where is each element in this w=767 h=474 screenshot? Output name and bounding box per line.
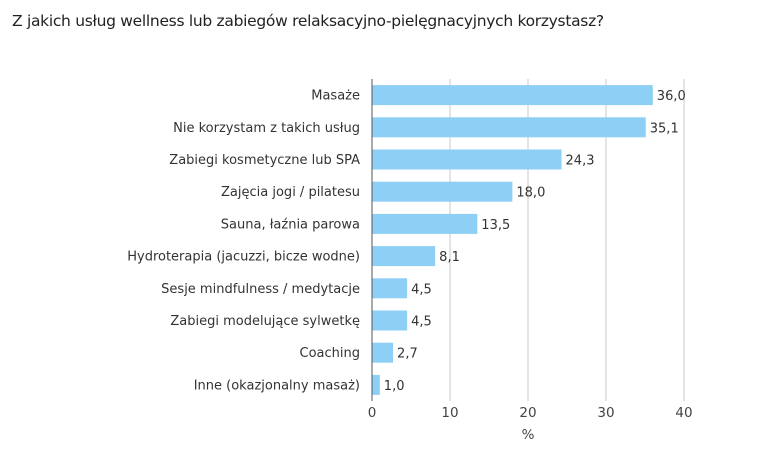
bar: [372, 181, 513, 202]
data-label: 1,0: [384, 379, 405, 394]
data-label: 35,1: [650, 121, 679, 136]
bar: [372, 342, 394, 363]
category-label: Zabiegi modelujące sylwetkę: [170, 314, 360, 329]
data-label: 24,3: [566, 154, 595, 169]
bar: [372, 310, 408, 331]
x-tick-label: 0: [368, 405, 377, 421]
data-label: 8,1: [439, 250, 460, 265]
category-label: Zajęcia jogi / pilatesu: [221, 185, 360, 200]
data-label: 4,5: [411, 315, 432, 330]
bar: [372, 278, 408, 299]
bar: [372, 117, 646, 138]
data-label: 36,0: [657, 89, 686, 104]
x-tick-label: 20: [519, 405, 536, 421]
bar: [372, 213, 478, 234]
category-label: Sauna, łaźnia parowa: [221, 217, 360, 232]
x-tick-label: 10: [441, 405, 458, 421]
category-label: Zabiegi kosmetyczne lub SPA: [169, 153, 360, 168]
data-label: 4,5: [411, 282, 432, 297]
bar: [372, 374, 380, 395]
x-tick-label: 40: [675, 405, 692, 421]
chart-title: Z jakich usług wellness lub zabiegów rel…: [12, 12, 604, 30]
category-label: Inne (okazjonalny masaż): [194, 378, 360, 393]
category-label: Masaże: [311, 89, 360, 104]
category-label: Nie korzystam z takich usług: [173, 121, 360, 136]
bar: [372, 85, 653, 106]
data-label: 13,5: [481, 218, 510, 233]
bar: [372, 149, 562, 170]
bar: [372, 246, 436, 267]
x-tick-label: 30: [597, 405, 614, 421]
category-label: Coaching: [300, 346, 361, 361]
category-label: Sesje mindfulness / medytacje: [161, 282, 360, 297]
data-label: 18,0: [516, 186, 545, 201]
data-label: 2,7: [397, 347, 418, 362]
x-axis-label: %: [522, 427, 535, 443]
category-label: Hydroterapia (jacuzzi, bicze wodne): [127, 250, 360, 265]
